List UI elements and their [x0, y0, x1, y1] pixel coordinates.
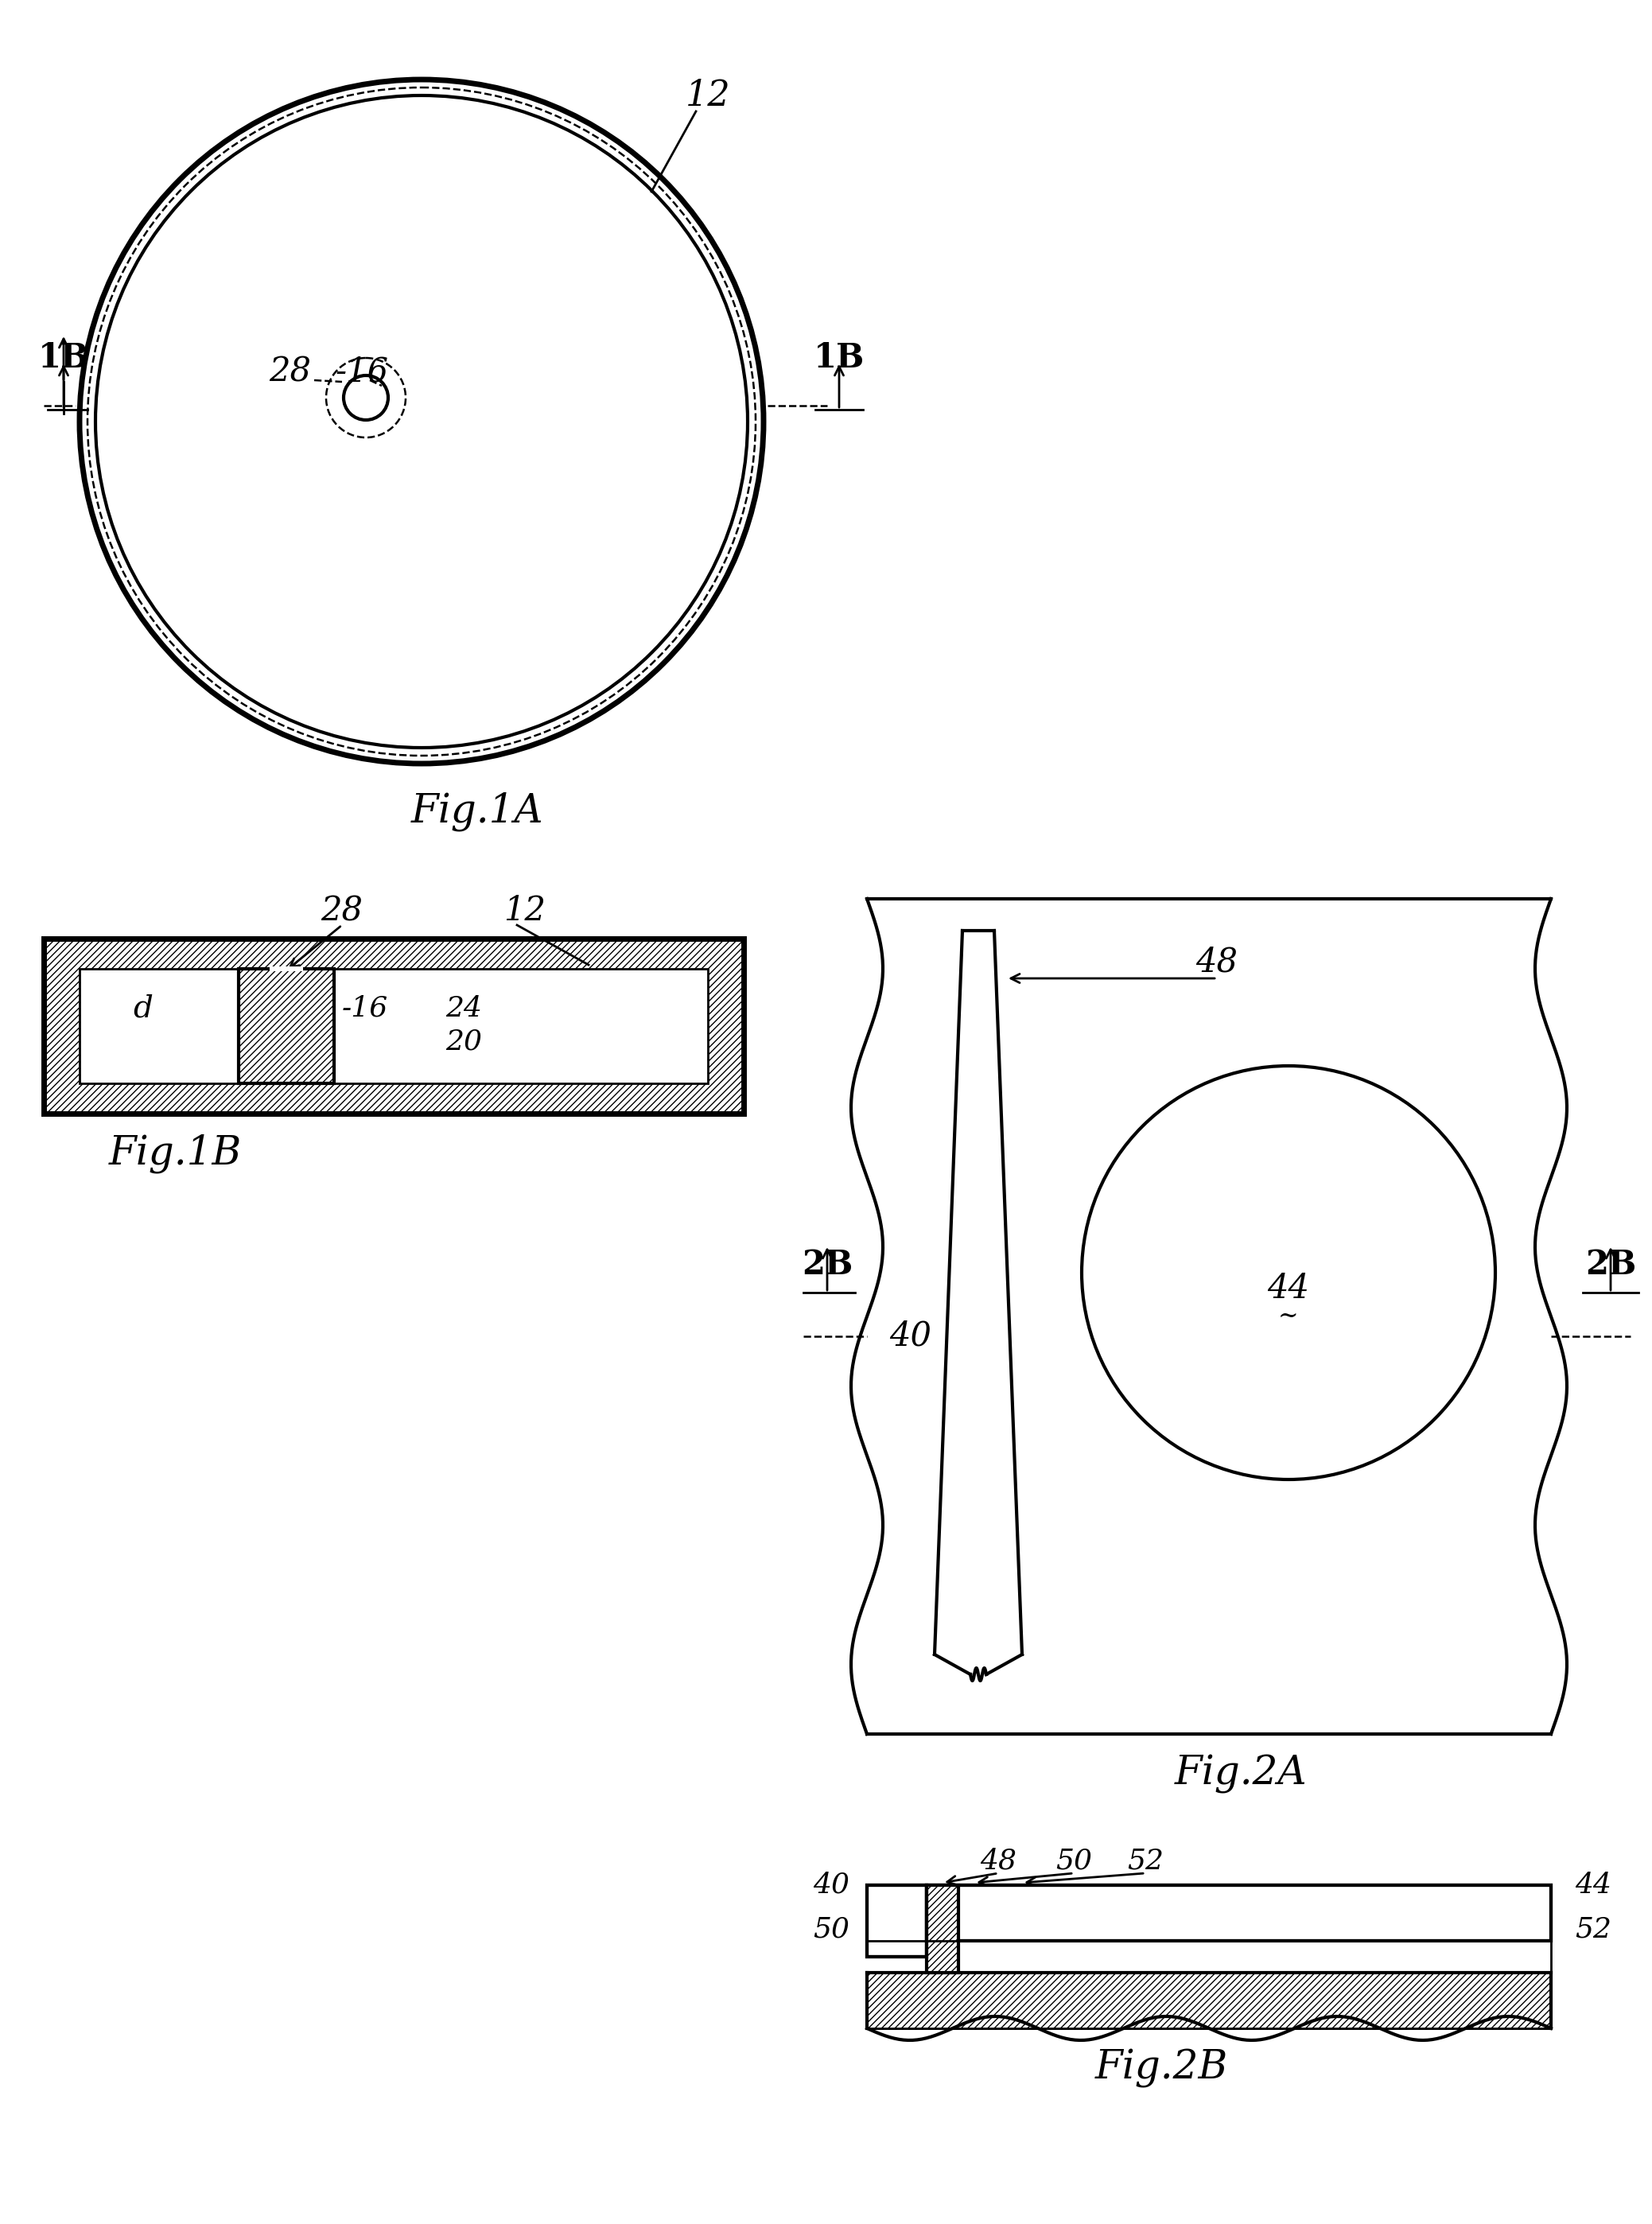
Text: Fig.2B: Fig.2B — [1095, 2048, 1227, 2088]
Text: ~: ~ — [1279, 1303, 1298, 1328]
Bar — [927, 1886, 1551, 1942]
Text: 2B: 2B — [801, 1248, 852, 1281]
Text: 52: 52 — [1574, 1915, 1611, 1942]
Text: 44: 44 — [1267, 1272, 1310, 1305]
Text: 48: 48 — [1196, 945, 1237, 979]
Text: 50: 50 — [1056, 1848, 1092, 1875]
Bar — [867, 1973, 1551, 2028]
Bar — [43, 939, 743, 1114]
Bar — [927, 1886, 958, 1973]
Bar — [238, 970, 334, 1083]
Text: 1B: 1B — [813, 340, 864, 374]
Bar — [867, 1886, 927, 1957]
Text: 40: 40 — [890, 1319, 932, 1352]
Text: 52: 52 — [1127, 1848, 1163, 1875]
Bar — [79, 970, 709, 1083]
Bar — [927, 1886, 1551, 1942]
Bar — [238, 970, 334, 1083]
Text: d: d — [134, 994, 154, 1023]
Text: 12: 12 — [504, 894, 547, 927]
Text: 44: 44 — [1574, 1873, 1611, 1899]
Bar — [867, 1973, 1551, 2028]
Bar — [269, 967, 302, 972]
Bar — [927, 1942, 1551, 1973]
Text: 24: 24 — [446, 994, 482, 1023]
Bar — [867, 1886, 927, 1957]
Text: 50: 50 — [813, 1915, 849, 1942]
Bar — [927, 1886, 1551, 1942]
Text: 28: 28 — [269, 356, 311, 389]
Text: 28: 28 — [320, 894, 363, 927]
Text: 1B: 1B — [38, 340, 89, 374]
Bar — [867, 1886, 1551, 1942]
Text: Fig.1A: Fig.1A — [411, 792, 544, 832]
Text: 40: 40 — [813, 1873, 849, 1899]
Bar — [43, 939, 743, 1114]
Text: Fig.2A: Fig.2A — [1175, 1755, 1307, 1793]
Text: -16: -16 — [342, 994, 388, 1023]
Text: 12: 12 — [686, 78, 730, 113]
Text: 2B: 2B — [1584, 1248, 1635, 1281]
Text: -16: -16 — [335, 356, 388, 389]
Bar — [927, 1886, 958, 1973]
Text: 48: 48 — [980, 1848, 1016, 1875]
Text: 20: 20 — [446, 1027, 482, 1056]
Text: Fig.1B: Fig.1B — [109, 1134, 241, 1172]
